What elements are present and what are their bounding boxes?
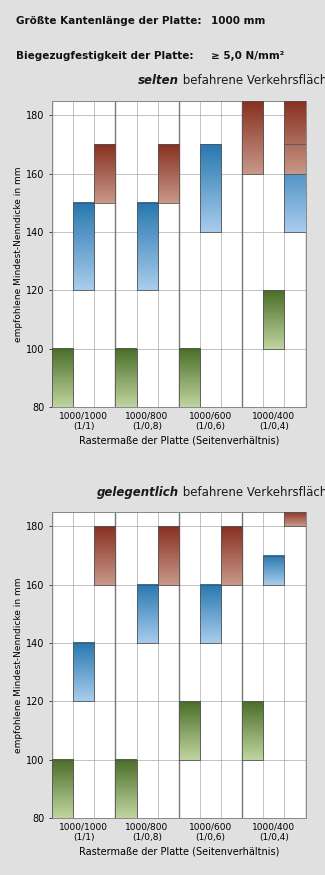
Text: gelegentlich befahrene Verkehrsflächen: gelegentlich befahrene Verkehrsflächen — [61, 486, 297, 499]
X-axis label: Rastermaße der Platte (Seitenverhältnis): Rastermaße der Platte (Seitenverhältnis) — [79, 846, 279, 857]
Y-axis label: empfohlene Mindest-Nenndicke in mm: empfohlene Mindest-Nenndicke in mm — [14, 578, 23, 752]
Text: Größte Kantenlänge der Platte:: Größte Kantenlänge der Platte: — [16, 17, 202, 26]
Text: Biegezugfestigkeit der Platte:: Biegezugfestigkeit der Platte: — [16, 51, 194, 61]
Text: selten befahrene Verkehrsflächen: selten befahrene Verkehrsflächen — [79, 74, 279, 88]
Text: befahrene Verkehrsflächen: befahrene Verkehrsflächen — [179, 74, 325, 88]
Text: selten: selten — [138, 74, 179, 88]
Text: befahrene Verkehrsflächen: befahrene Verkehrsflächen — [179, 486, 325, 499]
Y-axis label: empfohlene Mindest-Nenndicke in mm: empfohlene Mindest-Nenndicke in mm — [14, 166, 23, 341]
Text: 1000 mm: 1000 mm — [211, 17, 266, 26]
X-axis label: Rastermaße der Platte (Seitenverhältnis): Rastermaße der Platte (Seitenverhältnis) — [79, 435, 279, 445]
Text: ≥ 5,0 N/mm²: ≥ 5,0 N/mm² — [211, 51, 284, 61]
Text: gelegentlich: gelegentlich — [97, 486, 179, 499]
